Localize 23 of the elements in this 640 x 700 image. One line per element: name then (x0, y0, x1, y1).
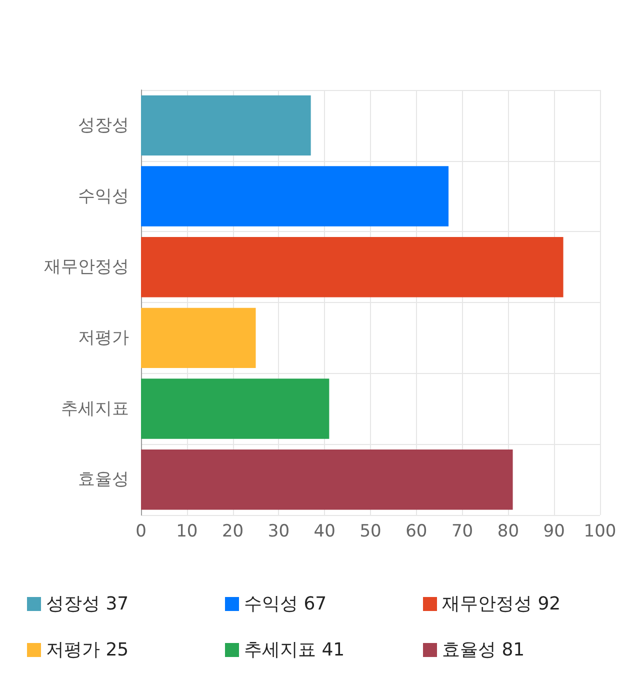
x-tick-label: 40 (314, 522, 336, 542)
y-tick-label: 수익성 (78, 186, 129, 206)
x-tick-label: 20 (222, 522, 244, 542)
x-tick-label: 0 (136, 522, 146, 542)
x-tick-label: 100 (584, 522, 616, 542)
x-tick-label: 50 (360, 522, 382, 542)
x-tick-label: 70 (451, 522, 474, 542)
y-tick-label: 효율성 (78, 470, 129, 490)
x-tick-label: 60 (406, 522, 428, 542)
y-tick-label: 저평가 (78, 328, 129, 348)
x-tick-label: 30 (268, 522, 290, 542)
x-tick-label: 90 (543, 522, 565, 542)
y-tick-label: 추세지표 (61, 398, 129, 419)
legend-label: 재무안정성 92 (442, 594, 561, 614)
legend-label: 효율성 81 (442, 640, 525, 660)
y-tick-label: 성장성 (78, 115, 129, 136)
x-tick-label: 80 (497, 522, 520, 542)
y-tick-label: 재무안정성 (44, 257, 129, 278)
legend-label: 성장성 37 (46, 594, 129, 614)
x-tick-label: 10 (176, 522, 198, 542)
legend-label: 수익성 67 (244, 594, 327, 614)
legend-label: 저평가 25 (46, 640, 129, 660)
legend-label: 추세지표 41 (244, 640, 345, 660)
